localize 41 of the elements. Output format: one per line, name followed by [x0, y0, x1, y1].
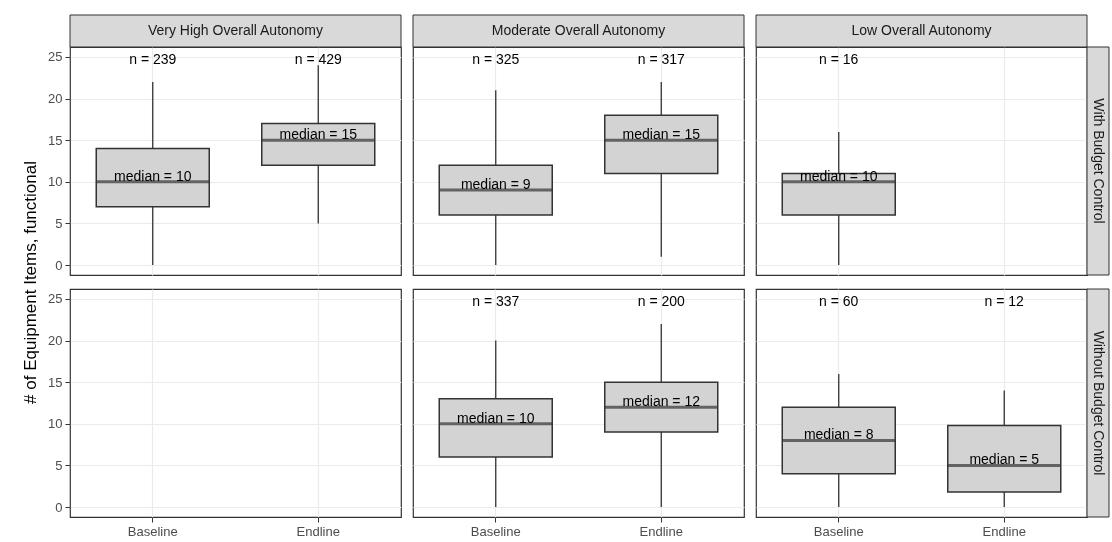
- chart-title: Moderate Overall Autonomy: [491, 22, 666, 38]
- y-axis-title: # of Equipment Items, functional: [21, 161, 41, 404]
- x-tick-label: Endline: [296, 523, 340, 539]
- x-tick-label: Baseline: [813, 523, 864, 539]
- y2-axis-title: With Budget Control: [1091, 98, 1107, 224]
- x-tick-label: Endline: [639, 523, 683, 539]
- y-tick-label: 5: [55, 457, 63, 473]
- y-tick-label: 25: [48, 291, 63, 307]
- annotation: n = 12: [984, 293, 1025, 309]
- chart-title: Very High Overall Autonomy: [147, 22, 324, 38]
- annotation: median = 10: [457, 409, 535, 426]
- y-tick-label: 25: [48, 49, 63, 65]
- annotation: n = 16: [819, 51, 859, 67]
- annotation: median = 12: [622, 393, 701, 410]
- y-tick-label: 20: [48, 91, 63, 107]
- chart-title: Low Overall Autonomy: [851, 22, 992, 38]
- annotation: n = 60: [819, 293, 859, 309]
- annotation: n = 200: [637, 293, 686, 309]
- annotation: median = 8: [803, 426, 874, 443]
- annotation: n = 239: [129, 51, 177, 67]
- annotation: median = 5: [969, 451, 1040, 468]
- x-tick-label: Baseline: [470, 523, 521, 539]
- y-tick-label: 0: [55, 499, 63, 515]
- x-tick-label: Baseline: [127, 523, 178, 539]
- y-tick-label: 15: [48, 374, 63, 390]
- annotation: n = 429: [294, 51, 343, 67]
- y-tick-label: 10: [48, 174, 63, 190]
- annotation: median = 15: [622, 126, 701, 143]
- annotation: n = 317: [637, 51, 686, 67]
- y-tick-label: 15: [48, 132, 63, 148]
- annotation: n = 325: [472, 51, 520, 67]
- annotation: n = 337: [472, 293, 520, 309]
- annotation: median = 9: [460, 176, 531, 193]
- y2-axis-title: Without Budget Control: [1091, 330, 1107, 476]
- x-tick-label: Endline: [982, 523, 1026, 539]
- y-tick-label: 5: [55, 215, 63, 231]
- y-tick-label: 0: [55, 257, 63, 273]
- y-tick-label: 10: [48, 416, 63, 432]
- annotation: median = 15: [279, 126, 358, 143]
- annotation: median = 10: [114, 167, 192, 184]
- y-tick-label: 20: [48, 333, 63, 349]
